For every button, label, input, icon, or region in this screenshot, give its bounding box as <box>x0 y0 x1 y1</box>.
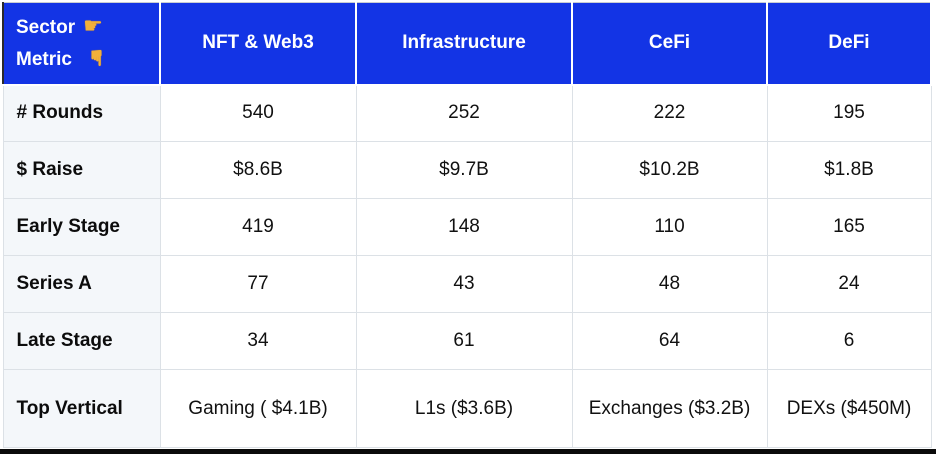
cell-rounds-defi: 195 <box>766 84 932 142</box>
corner-header-cell: Sector ☛ Metric ☛ <box>2 2 161 86</box>
column-header-nft-web3: NFT & Web3 <box>159 2 357 86</box>
cell-vertical-cefi: Exchanges ($3.2B) <box>571 369 768 448</box>
cell-raise-cefi: $10.2B <box>571 141 768 199</box>
cell-raise-defi: $1.8B <box>766 141 932 199</box>
header-row: Sector ☛ Metric ☛ NFT & Web3 Infrastructur… <box>2 2 932 86</box>
table-row-raise: $ Raise $8.6B $9.7B $10.2B $1.8B <box>2 141 932 199</box>
row-label-early-stage: Early Stage <box>2 198 161 256</box>
row-label-rounds: # Rounds <box>2 84 161 142</box>
cell-early-defi: 165 <box>766 198 932 256</box>
cell-seriesa-nft: 77 <box>159 255 357 313</box>
table-row-rounds: # Rounds 540 252 222 195 <box>2 84 932 142</box>
column-header-infrastructure: Infrastructure <box>355 2 573 86</box>
row-label-late-stage: Late Stage <box>2 312 161 370</box>
row-label-top-vertical: Top Vertical <box>2 369 161 448</box>
cell-rounds-nft: 540 <box>159 84 357 142</box>
cell-vertical-infra: L1s ($3.6B) <box>355 369 573 448</box>
table-row-early-stage: Early Stage 419 148 110 165 <box>2 198 932 256</box>
row-label-series-a: Series A <box>2 255 161 313</box>
sector-metrics-table: Sector ☛ Metric ☛ NFT & Web3 Infrastructur… <box>2 2 932 448</box>
column-header-cefi: CeFi <box>571 2 768 86</box>
cell-rounds-infra: 252 <box>355 84 573 142</box>
column-header-defi: DeFi <box>766 2 932 86</box>
cell-early-nft: 419 <box>159 198 357 256</box>
pointing-right-hand-icon: ☛ <box>83 13 103 39</box>
table-row-late-stage: Late Stage 34 61 64 6 <box>2 312 932 370</box>
cell-early-infra: 148 <box>355 198 573 256</box>
cell-late-defi: 6 <box>766 312 932 370</box>
pointing-down-hand-icon: ☛ <box>83 48 109 69</box>
cell-seriesa-infra: 43 <box>355 255 573 313</box>
cell-raise-nft: $8.6B <box>159 141 357 199</box>
table-row-top-vertical: Top Vertical Gaming ( $4.1B) L1s ($3.6B)… <box>2 369 932 448</box>
cell-vertical-defi: DEXs ($450M) <box>766 369 932 448</box>
row-label-raise: $ Raise <box>2 141 161 199</box>
window-bottom-edge <box>0 449 936 454</box>
cell-late-cefi: 64 <box>571 312 768 370</box>
cell-vertical-nft: Gaming ( $4.1B) <box>159 369 357 448</box>
corner-metric-label: Metric <box>16 49 72 71</box>
cell-seriesa-cefi: 48 <box>571 255 768 313</box>
table-row-series-a: Series A 77 43 48 24 <box>2 255 932 313</box>
cell-raise-infra: $9.7B <box>355 141 573 199</box>
cell-early-cefi: 110 <box>571 198 768 256</box>
cell-seriesa-defi: 24 <box>766 255 932 313</box>
corner-sector-label: Sector <box>16 17 76 39</box>
cell-late-infra: 61 <box>355 312 573 370</box>
cell-rounds-cefi: 222 <box>571 84 768 142</box>
cell-late-nft: 34 <box>159 312 357 370</box>
